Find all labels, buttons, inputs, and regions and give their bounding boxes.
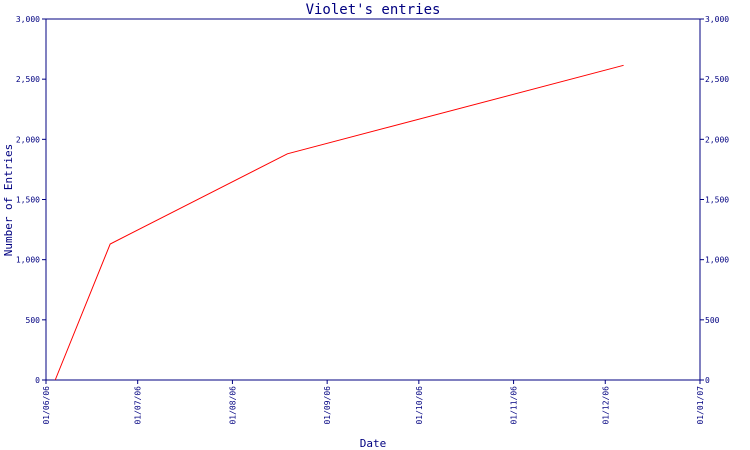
y-tick-label-right: 0 bbox=[705, 376, 710, 385]
x-tick-label: 01/07/06 bbox=[134, 386, 143, 425]
y-tick-label-left: 2,000 bbox=[16, 135, 40, 144]
x-tick-label: 01/11/06 bbox=[510, 386, 519, 425]
y-tick-label-right: 1,000 bbox=[705, 256, 729, 265]
y-tick-label-right: 3,000 bbox=[705, 15, 729, 24]
x-tick-label: 01/10/06 bbox=[415, 386, 424, 425]
y-axis-label: Number of Entries bbox=[2, 144, 15, 257]
y-tick-label-left: 0 bbox=[35, 376, 40, 385]
y-tick-label-left: 1,000 bbox=[16, 256, 40, 265]
series-group bbox=[54, 64, 624, 381]
y-tick-label-left: 500 bbox=[26, 316, 41, 325]
y-tick-label-left: 1,500 bbox=[16, 196, 40, 205]
y-tick-label-right: 500 bbox=[705, 316, 720, 325]
plot-frame bbox=[45, 18, 701, 381]
x-axis-label: Date bbox=[360, 437, 387, 450]
y-tick-label-right: 2,000 bbox=[705, 135, 729, 144]
x-tick-label: 01/09/06 bbox=[323, 386, 332, 425]
x-tick-label: 01/06/06 bbox=[42, 386, 51, 425]
y-tick-label-right: 2,500 bbox=[705, 75, 729, 84]
y-axis-right: 0 500 1,000 1,500 2,000 2,500 3,000 bbox=[700, 15, 729, 385]
y-tick-label-right: 1,500 bbox=[705, 196, 729, 205]
y-tick-label-left: 2,500 bbox=[16, 75, 40, 84]
series-line bbox=[54, 64, 624, 381]
chart-title: Violet's entries bbox=[306, 2, 441, 18]
x-tick-label: 01/08/06 bbox=[228, 386, 237, 425]
x-tick-label: 01/01/07 bbox=[696, 386, 705, 425]
x-tick-label: 01/12/06 bbox=[601, 386, 610, 425]
y-tick-label-left: 3,000 bbox=[16, 15, 40, 24]
x-axis: 01/06/06 01/07/06 01/08/06 01/09/06 01/10/06… bbox=[42, 380, 705, 425]
y-axis-left: 0 500 1,000 1,500 2,000 2,500 3,000 bbox=[16, 15, 46, 385]
